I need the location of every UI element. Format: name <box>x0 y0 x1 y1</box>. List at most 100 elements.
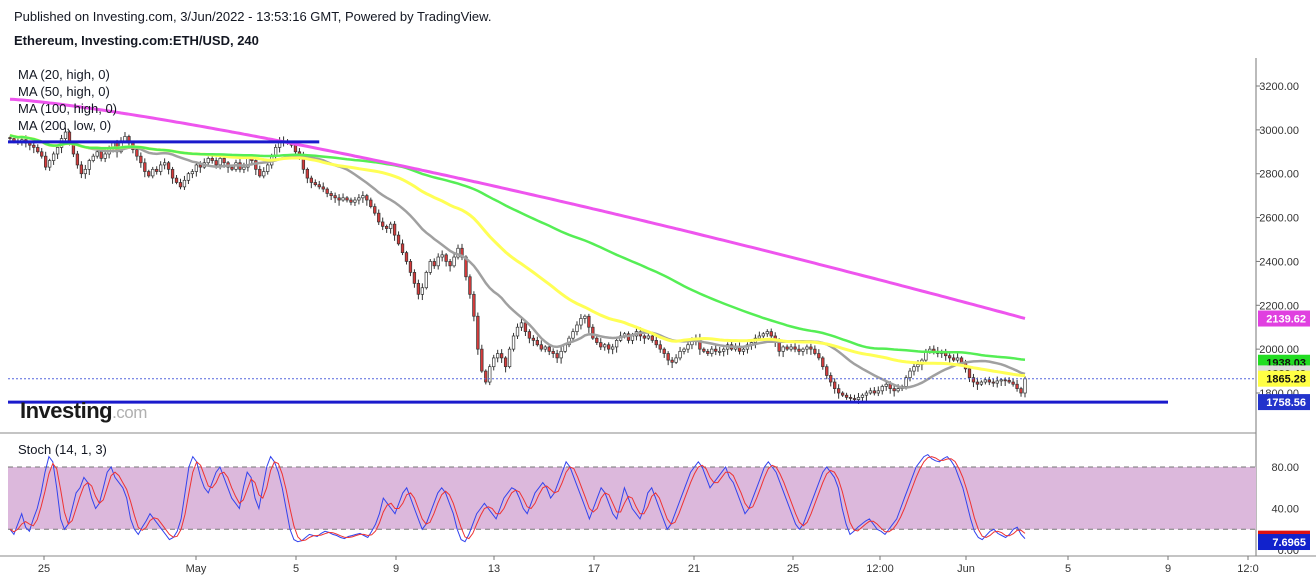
candle-body <box>8 137 12 139</box>
candle-body <box>555 353 559 359</box>
x-tick-label: 13 <box>488 563 500 575</box>
candle-body <box>361 195 365 199</box>
candle-body <box>916 364 920 368</box>
candle-body <box>143 162 147 172</box>
candle-body <box>571 331 575 339</box>
candle-body <box>151 168 155 177</box>
candle-body <box>975 381 980 385</box>
candle-body <box>242 166 246 170</box>
candle-body <box>333 195 337 199</box>
candle-body <box>852 398 857 400</box>
candle-body <box>856 397 861 400</box>
candle-body <box>817 353 821 359</box>
candle-body <box>492 357 496 368</box>
candle-body <box>987 379 991 383</box>
candle-body <box>436 256 440 267</box>
candle-body <box>785 346 789 350</box>
candle-body <box>456 247 460 258</box>
candle-body <box>63 131 68 139</box>
publish-info: Published on Investing.com, 3/Jun/2022 -… <box>14 9 492 24</box>
candle-body <box>186 173 191 181</box>
candle-body <box>496 353 500 359</box>
candle-body <box>607 344 611 350</box>
candle-body <box>258 168 262 177</box>
ma-legend-item-200: MA (200, low, 0) <box>18 118 112 133</box>
candle-body <box>214 160 218 166</box>
candle-body <box>178 182 183 188</box>
candle-body <box>388 223 393 229</box>
candle-body <box>507 348 512 368</box>
price-badge <box>1258 370 1310 387</box>
y-tick-label: 2600.00 <box>1259 213 1299 225</box>
candle-body <box>353 199 357 203</box>
candle-body <box>166 162 171 170</box>
candle-body <box>868 390 873 394</box>
candle-body <box>757 335 762 339</box>
investing-logo: Investing.com <box>20 398 147 424</box>
x-tick-label: 9 <box>1165 563 1171 575</box>
candle-body <box>702 348 706 352</box>
candle-body <box>369 199 373 207</box>
candle-body <box>321 186 325 190</box>
candle-body <box>844 394 849 398</box>
candle-body <box>837 388 841 394</box>
candle-body <box>575 324 579 332</box>
candle-body <box>190 171 195 175</box>
candle-body <box>1019 388 1023 394</box>
candle-body <box>87 160 91 170</box>
y-tick-label: 2400.00 <box>1259 256 1299 268</box>
candle-body <box>805 346 809 350</box>
price-badge-label: 1865.28 <box>1266 374 1306 386</box>
candle-body <box>876 390 880 394</box>
candle-body <box>79 164 84 175</box>
candle-body <box>309 177 313 183</box>
candle-body <box>650 335 654 341</box>
candle-body <box>686 344 690 350</box>
candle-body <box>801 348 805 352</box>
candle-body <box>741 348 746 352</box>
candle-body <box>476 315 480 350</box>
candle-body <box>658 344 662 350</box>
candle-body <box>979 381 984 385</box>
candle-body <box>230 166 234 170</box>
candle-body <box>559 350 563 359</box>
candle-body <box>412 272 417 284</box>
candle-body <box>833 381 837 389</box>
candle-body <box>254 160 258 170</box>
x-tick-label: Jun <box>957 563 975 575</box>
candle-body <box>135 149 139 157</box>
candle-body <box>155 168 159 172</box>
candle-body <box>147 171 151 177</box>
candle-body <box>345 197 349 201</box>
candle-body <box>377 212 381 223</box>
candle-body <box>499 353 504 359</box>
candle-body <box>472 293 476 317</box>
stoch-tick-label: 40.00 <box>1271 504 1299 516</box>
candle-body <box>139 155 143 164</box>
candle-body <box>424 272 428 289</box>
candle-body <box>440 254 444 258</box>
x-tick-label: 25 <box>787 563 799 575</box>
candle-body <box>91 155 95 161</box>
candle-body <box>448 261 452 267</box>
y-tick-label: 3000.00 <box>1259 125 1299 137</box>
y-tick-label: 2000.00 <box>1259 344 1299 356</box>
candle-body <box>583 315 587 319</box>
candle-body <box>948 355 952 359</box>
candle-body <box>535 340 539 346</box>
candle-body <box>761 333 765 337</box>
candle-body <box>908 370 912 379</box>
candle-body <box>1003 379 1007 382</box>
candle-body <box>162 162 167 166</box>
candle-body <box>123 136 127 142</box>
candle-body <box>1015 383 1019 389</box>
candle-body <box>206 158 210 164</box>
price-badge <box>1258 394 1310 411</box>
candle-body <box>884 383 888 387</box>
candle-body <box>710 348 714 354</box>
candle-body <box>896 388 900 392</box>
candle-body <box>821 357 825 368</box>
x-tick-label: 12:0 <box>1237 563 1258 575</box>
candle-body <box>777 342 781 352</box>
